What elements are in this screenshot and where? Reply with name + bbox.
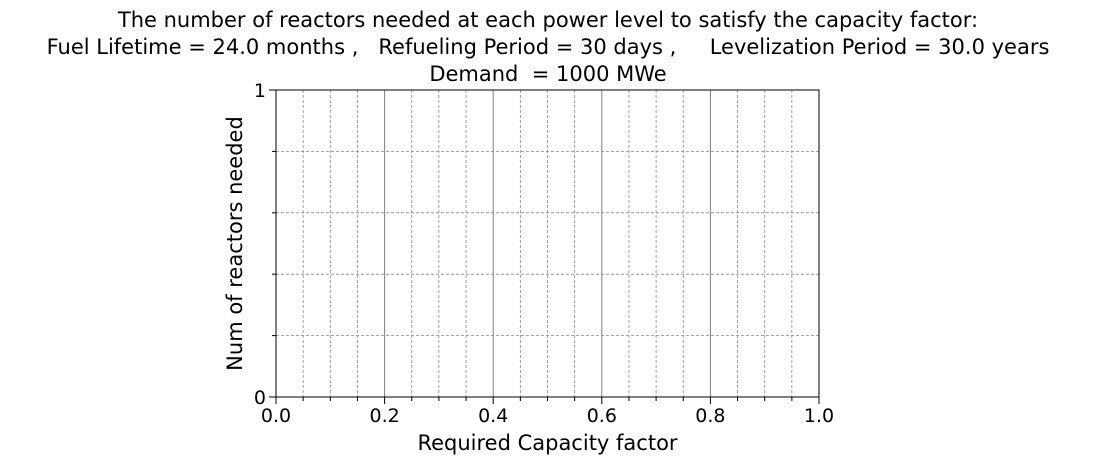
chart-title-line-2: Fuel Lifetime = 24.0 months , Refueling … xyxy=(46,35,1050,59)
x-axis-label: Required Capacity factor xyxy=(417,431,677,455)
chart-title-line-1: The number of reactors needed at each po… xyxy=(117,8,979,32)
axis-tick-labels: 0.0 0.2 0.4 0.6 0.8 1.0 0 1 xyxy=(254,80,834,427)
x-tick-label: 1.0 xyxy=(804,405,834,427)
axis-ticks xyxy=(269,89,820,404)
chart-title-line-3: Demand = 1000 MWe xyxy=(429,62,667,86)
y-tick-label: 1 xyxy=(254,80,266,102)
y-axis-label: Num of reactors needed xyxy=(223,116,247,371)
x-tick-label: 0.2 xyxy=(369,405,399,427)
x-tick-label: 0.8 xyxy=(695,405,725,427)
y-tick-label: 0 xyxy=(254,387,266,409)
x-tick-label: 0.0 xyxy=(261,405,291,427)
x-tick-label: 0.4 xyxy=(478,405,508,427)
plot-area-frame xyxy=(275,89,820,398)
x-tick-label: 0.6 xyxy=(587,405,617,427)
minor-grid xyxy=(276,90,819,397)
